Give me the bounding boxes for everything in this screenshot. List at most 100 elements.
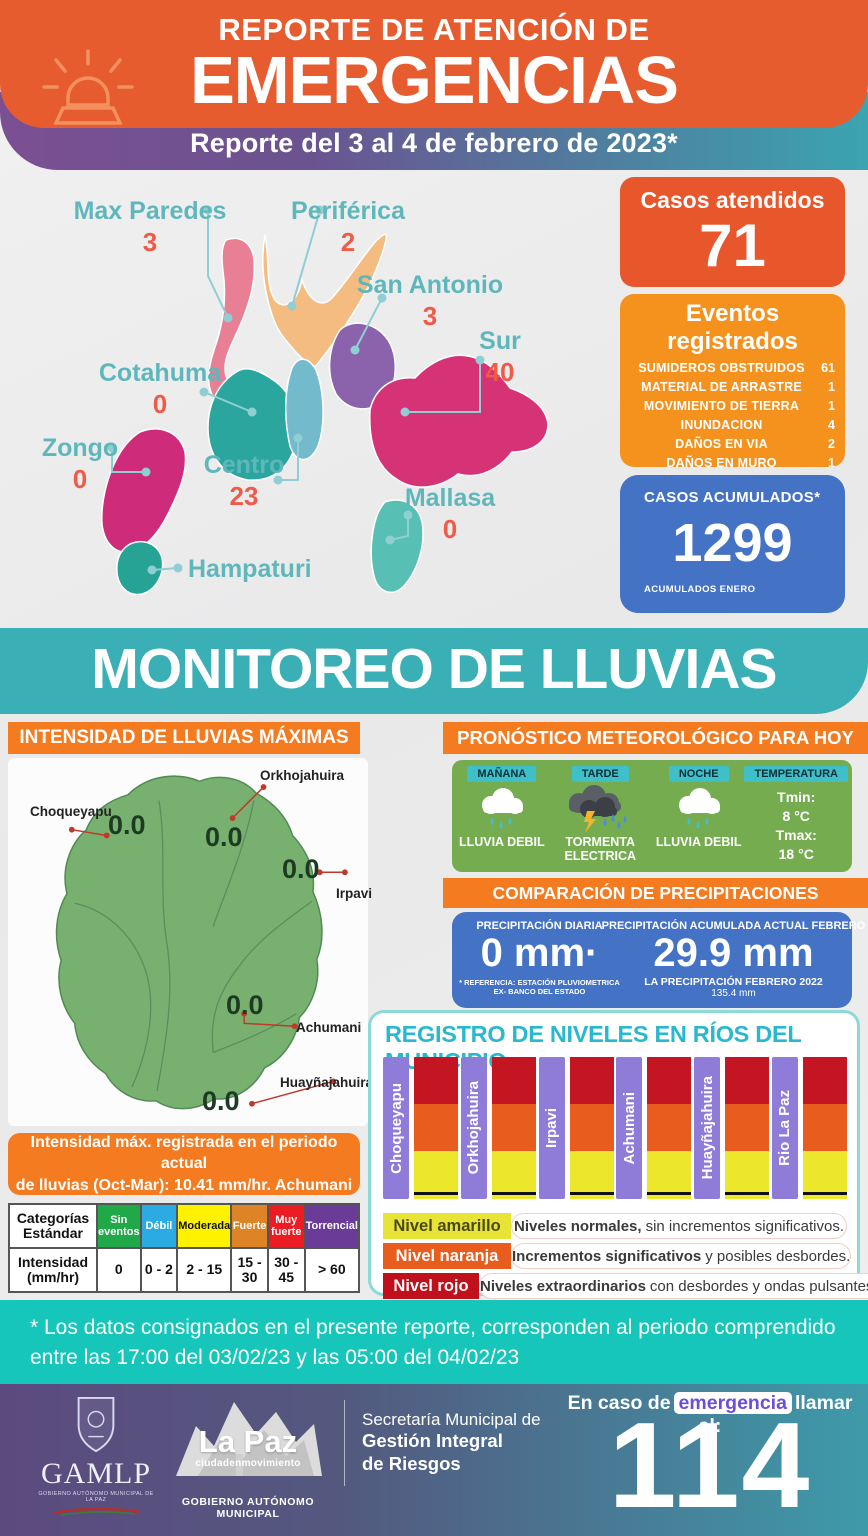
station-value-huaynajahuira: 0.0: [202, 1086, 240, 1116]
precipitacion-acumulada-label: PRECIPITACIÓN ACUMULADA ACTUAL FEBRERO: [601, 920, 866, 932]
river-bar-rio-la-paz: Rio La Paz: [771, 1057, 847, 1199]
footer-divider: [344, 1400, 345, 1486]
river-level-bar: [569, 1057, 614, 1199]
secretaria-line2: Gestión Integral: [362, 1430, 503, 1452]
secretaria-block: Secretaría Municipal de Gestión Integral…: [362, 1410, 541, 1475]
categoria-label: Fuerte: [232, 1219, 267, 1232]
legend-desc-bold: Niveles normales,: [514, 1217, 642, 1235]
monitoreo-title: MONITOREO DE LLUVIAS: [91, 637, 777, 701]
secretaria-line1: Secretaría Municipal de: [362, 1410, 541, 1429]
categoria-fuerte: Fuerte: [231, 1204, 268, 1248]
station-label-achumani: Achumani: [296, 1020, 362, 1035]
legend-row-rojo: Nivel rojo Niveles extraordinarios con de…: [383, 1273, 868, 1299]
emergency-highlight: emergencia: [673, 1392, 792, 1414]
station-value-irpavi: 0.0: [282, 854, 320, 884]
categorias-table: Categorías Estándar Sin eventos Débil Mo…: [8, 1203, 360, 1293]
categoria-label: Torrencial: [305, 1219, 358, 1232]
siren-icon: [42, 49, 134, 125]
forecast-temperatura: TEMPERATURA Tmin: 8 °C Tmax: 18 °C: [744, 766, 848, 866]
evento-label: SUMIDEROS OBSTRUIDOS: [638, 360, 805, 375]
river-name-bar: Achumani: [616, 1057, 643, 1199]
district-value: 3: [142, 226, 158, 257]
legend-swatch-orange: Nivel naranja: [383, 1243, 511, 1269]
gamlp-crest-icon: [77, 1396, 115, 1453]
forecast-panel: MAÑANA LLUVIA DEBIL TARDE TORMENTA ELECT…: [452, 760, 852, 872]
river-level-bar: [491, 1057, 536, 1199]
district-shape-centro: [284, 358, 324, 461]
forecast-period-chip: TARDE: [571, 766, 629, 782]
emergency-suffix: llamar al:: [698, 1392, 853, 1437]
station-label-irpavi: Irpavi: [336, 886, 373, 901]
intensidad-note-bold: 10.41 mm/hr. Achumani: [174, 1176, 353, 1194]
forecast-period-chip: NOCHE: [668, 766, 729, 782]
legend-swatch-red: Nivel rojo: [383, 1273, 479, 1299]
evento-row: SUMIDEROS OBSTRUIDOS 61: [620, 358, 845, 377]
intensidad-range: 0 - 2: [144, 1261, 173, 1278]
district-name: Cotahuma: [98, 359, 222, 387]
lapaz-name: La Paz: [198, 1424, 298, 1459]
secretaria-line3: de Riesgos: [362, 1452, 461, 1474]
precipitacion-panel: PRECIPITACIÓN DIARIA 0 mm· * REFERENCIA:…: [452, 912, 865, 1008]
categoria-label: Débil: [145, 1219, 173, 1232]
river-bar-orkhojahuira: Orkhojahuira: [460, 1057, 536, 1199]
categorias-header-cell: Categorías Estándar: [9, 1204, 97, 1248]
district-name: Hampaturi: [188, 555, 312, 583]
district-label-zongo: Zongo 0: [42, 434, 118, 493]
river-name-bar: Orkhojahuira: [460, 1057, 487, 1199]
station-label-choqueyapu: Choqueyapu: [30, 804, 112, 819]
evento-label: DAÑOS EN MURO: [666, 455, 777, 470]
river-level-bar: [647, 1057, 692, 1199]
station-label-huaynajahuira: Huayñajahuira: [280, 1075, 374, 1090]
district-shape-mallasa: [370, 499, 424, 594]
categoria-sin-eventos: Sin eventos: [97, 1204, 141, 1248]
watershed-map-panel: Choqueyapu 0.0 Orkhojahuira 0.0 0.0 Irpa…: [8, 758, 373, 1126]
water-level-line: [491, 1192, 536, 1195]
water-level-line: [802, 1192, 847, 1195]
river-name-bar: Huayñajahuira: [694, 1057, 721, 1199]
lapaz-gobierno: GOBIERNO AUTÓNOMO MUNICIPAL: [181, 1496, 315, 1520]
water-level-line: [414, 1192, 458, 1195]
evento-label: DAÑOS EN VIA: [675, 436, 768, 451]
lapaz-logo: La Paz ciudadenmovimiento GOBIERNO AUTÓN…: [168, 1390, 328, 1520]
river-name: Choqueyapu: [387, 1082, 405, 1174]
categorias-header-line2: Estándar: [23, 1225, 83, 1241]
river-level-bar: [725, 1057, 770, 1199]
eventos-title: Eventos registrados: [667, 300, 798, 355]
district-label-mallasa: Mallasa 0: [405, 484, 495, 544]
precipitacion-acumulada-note2: 135.4 mm: [711, 988, 756, 999]
river-bar-choqueyapu: Choqueyapu: [383, 1057, 458, 1199]
tmin-value: 8 °C: [782, 807, 810, 824]
intensidad-note-line1: Intensidad máx. registrada en el periodo…: [30, 1133, 338, 1173]
intensidad-range: 2 - 15: [186, 1261, 223, 1278]
precipitacion-diaria: PRECIPITACIÓN DIARIA 0 mm· * REFERENCIA:…: [458, 920, 621, 1000]
intensidad-value: 15 - 30: [231, 1248, 268, 1292]
intensidad-range: 0: [114, 1261, 123, 1278]
rain-cloud-icon: [670, 784, 728, 836]
station-value-achumani: 0.0: [226, 990, 264, 1020]
legend-desc-bold: Incrementos significativos: [512, 1247, 702, 1265]
emergency-call-line: En caso de emergencia llamar al:: [560, 1392, 860, 1438]
rain-cloud-icon: [473, 784, 531, 836]
district-value: 0: [442, 513, 458, 544]
evento-value: 4: [828, 417, 835, 432]
district-map-shapes: [101, 205, 549, 596]
forecast-condition: TORMENTA ELECTRICA: [564, 835, 636, 863]
casos-atendidos-card: Casos atendidos 71: [620, 177, 845, 287]
acumulados-subtitle: ACUMULADOS ENERO: [644, 584, 756, 595]
categoria-label: Muy fuerte: [270, 1213, 302, 1238]
evento-label: INUNDACION: [680, 417, 763, 432]
intensidad-note-prefix: de lluvias (Oct-Mar):: [15, 1176, 175, 1194]
gamlp-name: GAMLP: [40, 1457, 151, 1490]
precipitacion-diaria-label: PRECIPITACIÓN DIARIA: [476, 920, 603, 932]
precipitacion-diaria-value: 0 mm·: [480, 931, 599, 975]
district-label-hampaturi: Hampaturi: [188, 555, 312, 584]
station-value-choqueyapu: 0.0: [108, 810, 146, 840]
forecast-period-chip: MAÑANA: [467, 766, 537, 782]
categoria-muy-fuerte: Muy fuerte: [267, 1204, 305, 1248]
forecast-tarde: TARDE TORMENTA ELECTRICA: [548, 766, 653, 866]
district-value: 23: [229, 480, 259, 511]
river-name: Achumani: [620, 1091, 638, 1165]
tmax-value: 18 °C: [778, 845, 814, 862]
district-label-centro: Centro 23: [204, 451, 285, 511]
legend-desc: Niveles normales, sin incrementos signifi…: [511, 1213, 847, 1239]
